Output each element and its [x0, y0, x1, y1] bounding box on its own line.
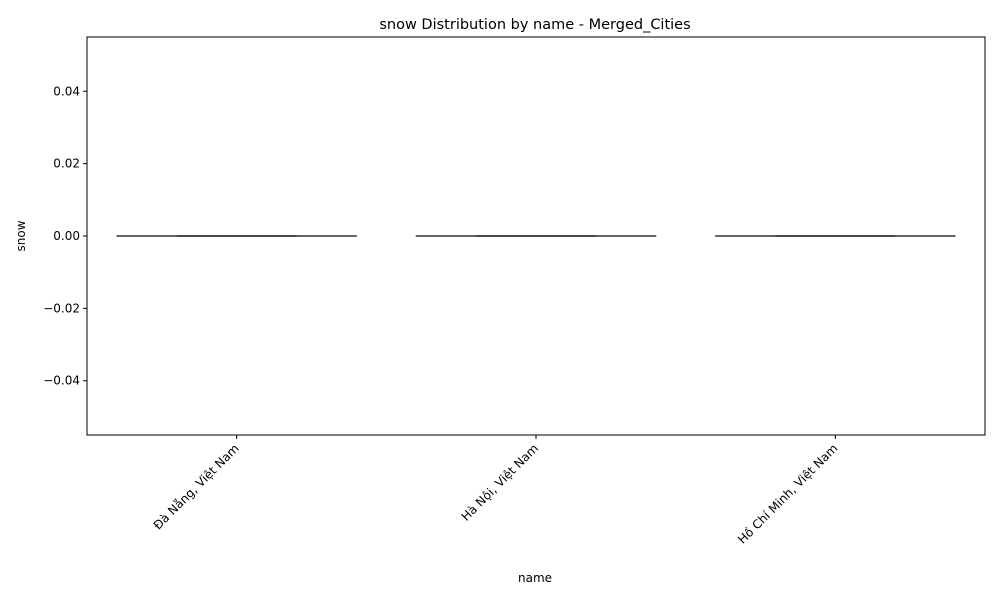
x-tick-label: Hà Nội, Việt Nam: [459, 441, 542, 524]
y-axis-title: snow: [14, 220, 28, 251]
y-tick-label: 0.02: [53, 157, 80, 171]
y-axis: −0.04 −0.02 0.00 0.02 0.04: [43, 84, 87, 388]
x-tick-label: Đà Nẵng, Việt Nam: [151, 441, 242, 532]
y-tick-label: 0.04: [53, 84, 80, 98]
x-axis-title: name: [518, 571, 552, 585]
y-tick-label: −0.04: [43, 374, 80, 388]
chart-title: snow Distribution by name - Merged_Citie…: [379, 17, 690, 33]
y-tick-label: −0.02: [43, 301, 80, 315]
y-tick-label: 0.00: [53, 229, 80, 243]
x-tick-label: Hồ Chí Minh, Việt Nam: [735, 441, 840, 546]
plot-frame: [86, 36, 986, 436]
x-axis: Đà Nẵng, Việt Nam Hà Nội, Việt Nam Hồ Chí …: [151, 435, 840, 547]
